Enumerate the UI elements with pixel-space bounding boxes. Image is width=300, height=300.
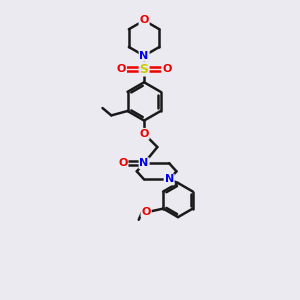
Text: O: O — [140, 129, 149, 139]
Text: O: O — [162, 64, 172, 74]
Text: S: S — [140, 62, 148, 76]
Text: N: N — [164, 174, 174, 184]
Text: O: O — [140, 15, 149, 26]
Text: O: O — [117, 64, 126, 74]
Text: N: N — [140, 51, 149, 61]
Text: O: O — [118, 158, 128, 168]
Text: O: O — [141, 206, 151, 217]
Text: N: N — [140, 158, 149, 168]
